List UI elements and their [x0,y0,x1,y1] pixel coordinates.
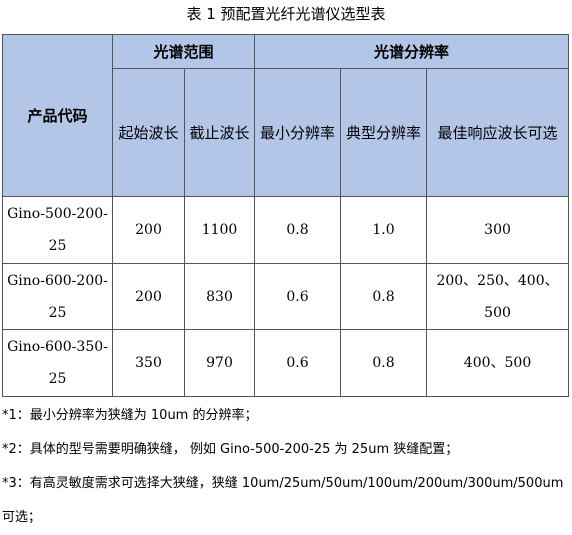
cell-typical-resolution: 0.8 [340,329,428,397]
table-caption: 表 1 预配置光纤光谱仪选型表 [186,5,386,23]
cell-min-resolution: 0.6 [254,263,342,330]
cell-end-wavelength: 970 [183,329,256,397]
footnote-2: *2：具体的型号需要明确狭缝， 例如 Gino-500-200-25 为 25u… [2,442,459,457]
cell-start-wavelength: 200 [112,196,185,264]
header-spectral-range: 光谱范围 [111,34,256,69]
cell-typical-resolution: 0.8 [340,263,428,330]
cell-product-code: Gino-600-350-25 [2,329,113,397]
header-spectral-resolution: 光谱分辨率 [254,34,570,69]
header-start-wavelength: 起始波长 [112,68,185,197]
cell-best-response-wavelength: 400、500 [426,329,570,397]
footnote-3: *3：有高灵敏度需求可选择大狭缝，狭缝 10um/25um/50um/100um… [2,476,564,525]
header-end-wavelength: 截止波长 [183,68,256,197]
table-row: Gino-600-350-25 350 970 0.6 0.8 400、500 [2,329,570,397]
cell-product-code: Gino-600-200-25 [2,263,113,330]
spectrometer-selection-table: 产品代码 光谱范围 光谱分辨率 起始波长 截止波长 最小分辨率 典型分辨率 最佳… [2,34,570,397]
header-product-code: 产品代码 [2,34,113,197]
header-best-response-wavelength: 最佳响应波长可选 [426,68,570,197]
cell-start-wavelength: 200 [112,263,185,330]
cell-best-response-wavelength: 300 [426,196,570,264]
footnote-1: *1：最小分辨率为狭缝为 10um 的分辨率； [2,408,258,423]
cell-start-wavelength: 350 [112,329,185,397]
cell-end-wavelength: 830 [183,263,256,330]
table-row: Gino-600-200-25 200 830 0.6 0.8 200、250、… [2,263,570,330]
cell-best-response-wavelength: 200、250、400、500 [426,263,570,330]
header-typical-resolution: 典型分辨率 [340,68,428,197]
cell-min-resolution: 0.8 [254,196,342,264]
cell-end-wavelength: 1100 [183,196,256,264]
cell-min-resolution: 0.6 [254,329,342,397]
footnotes: *1：最小分辨率为狭缝为 10um 的分辨率； *2：具体的型号需要明确狭缝， … [2,399,568,535]
cell-typical-resolution: 1.0 [340,196,428,264]
cell-product-code: Gino-500-200-25 [2,196,113,264]
table-row: Gino-500-200-25 200 1100 0.8 1.0 300 [2,196,570,264]
header-min-resolution: 最小分辨率 [254,68,342,197]
